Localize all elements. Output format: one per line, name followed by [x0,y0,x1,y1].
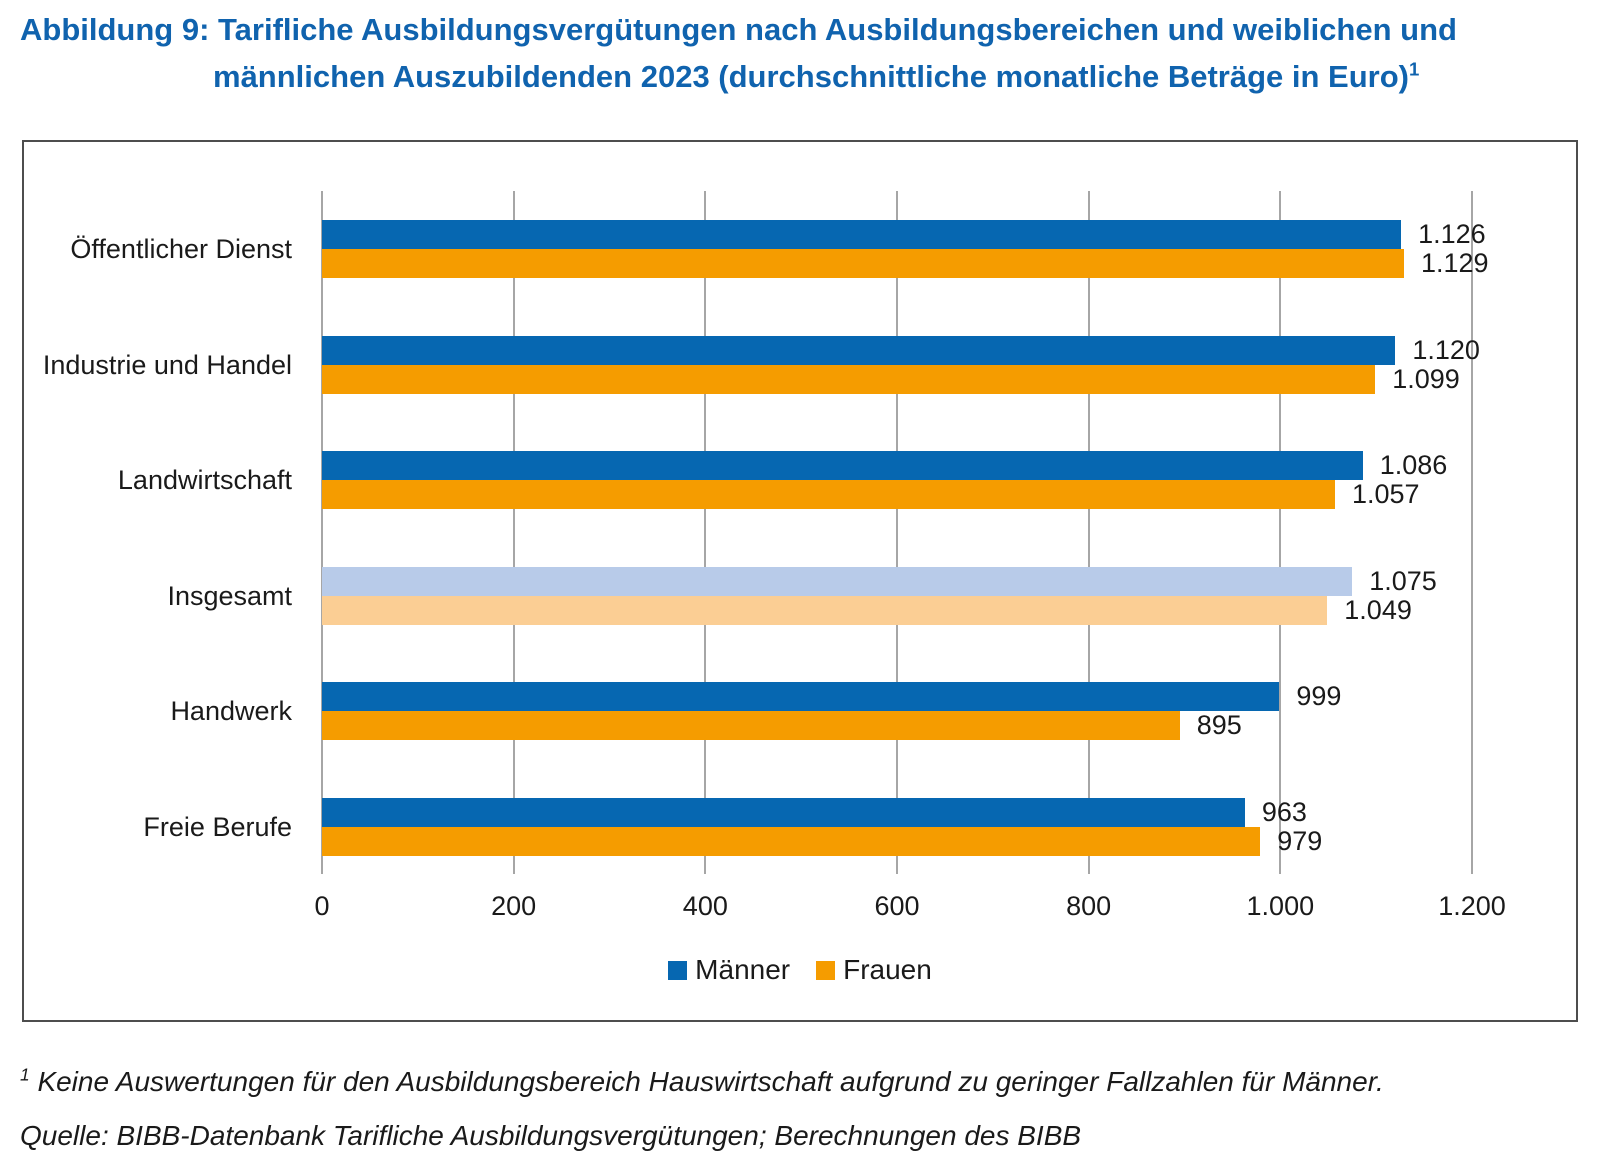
frauen-bar [322,364,1376,394]
maenner-bar [322,220,1402,249]
category-label: Insgesamt [167,580,292,611]
maenner-bar [322,451,1363,481]
frauen-bar [322,595,1328,625]
value-label: 1.099 [1392,363,1460,394]
maenner-bar [322,335,1396,365]
bar-row: 1.099 [322,363,1472,394]
frauen-color-swatch [816,960,836,980]
gridline [704,191,707,874]
title-footnote-marker: 1 [1409,58,1420,80]
x-tick-label: 600 [874,891,920,921]
x-tick-label: 1.200 [1438,891,1506,921]
value-label: 1.120 [1412,334,1480,365]
bar-row: 1.075 [322,565,1472,596]
bar-row: 1.120 [322,335,1480,365]
value-label: 1.049 [1344,594,1412,625]
bar-row: 999 [322,681,1472,712]
x-tick-label: 400 [682,891,728,921]
frauen-bar [322,249,1404,278]
legend-item-maenner: Männer [668,954,790,986]
category-label: Industrie und Handel [42,349,292,380]
value-label: 1.129 [1420,248,1489,278]
legend-label-frauen: Frauen [843,954,932,985]
footnote-marker: 1 [20,1064,30,1085]
category-label: Öffentlicher Dienst [70,234,292,264]
frauen-bar [322,711,1180,741]
category-label: Handwerk [170,696,292,727]
bar-row: 1.057 [322,479,1472,510]
bar-row: 1.086 [322,450,1472,481]
bar-row: 963 [322,797,1472,827]
legend: Männer Frauen [24,954,1576,986]
footnote: 1 Keine Auswertungen für den Ausbildungs… [20,1066,1384,1098]
category-labels: Öffentlicher Dienst Industrie und Handel L… [24,142,1576,1020]
maenner-bar [322,798,1245,827]
bar-row: 1.126 [322,219,1486,249]
x-tick-label: 800 [1066,891,1112,921]
maenner-bar [322,682,1280,712]
bar-row: 1.049 [322,594,1472,625]
value-label: 963 [1261,797,1307,827]
value-label: 979 [1277,826,1323,856]
value-label: 1.126 [1418,219,1486,249]
gridline [512,191,515,874]
bar-row: 1.129 [322,248,1489,278]
maenner-color-swatch [668,960,688,980]
chart-panel: Öffentlicher Dienst Industrie und Handel L… [22,140,1578,1022]
title-line1: Abbildung 9: Tarifliche Ausbildungsvergü… [20,12,1457,47]
category-label: Freie Berufe [143,812,292,842]
value-label: 999 [1296,681,1342,712]
plot-area: 0 200 400 600 800 1.000 1.200 1.126 1.129 1.120 1.… [314,191,1506,921]
gridline [1279,191,1282,874]
figure-title: Abbildung 9: Tarifliche Ausbildungsvergü… [20,6,1600,100]
title-line2: männlichen Auszubildenden 2023 (durchsch… [213,59,1409,94]
frauen-bar [322,480,1335,510]
x-tick-label: 200 [491,891,537,921]
gridline [321,191,323,874]
gridline [1471,191,1473,874]
source-line: Quelle: BIBB-Datenbank Tarifliche Ausbil… [20,1120,1082,1151]
value-label: 1.057 [1351,479,1420,510]
legend-label-maenner: Männer [695,954,791,985]
legend-item-frauen: Frauen [816,954,932,986]
gridline [896,191,898,874]
value-label: 895 [1196,710,1242,741]
bar-row: 895 [322,710,1472,741]
maenner-bar [322,566,1353,596]
footnote-text: Keine Auswertungen für den Ausbildungsbe… [37,1066,1384,1097]
value-label: 1.075 [1369,565,1437,596]
x-tick-label: 0 [314,891,330,921]
gridline [1087,191,1090,874]
category-label: Landwirtschaft [117,465,292,496]
value-label: 1.086 [1379,450,1448,481]
bar-row: 979 [322,826,1472,856]
frauen-bar [322,827,1261,856]
x-tick-label: 1.000 [1246,891,1315,921]
